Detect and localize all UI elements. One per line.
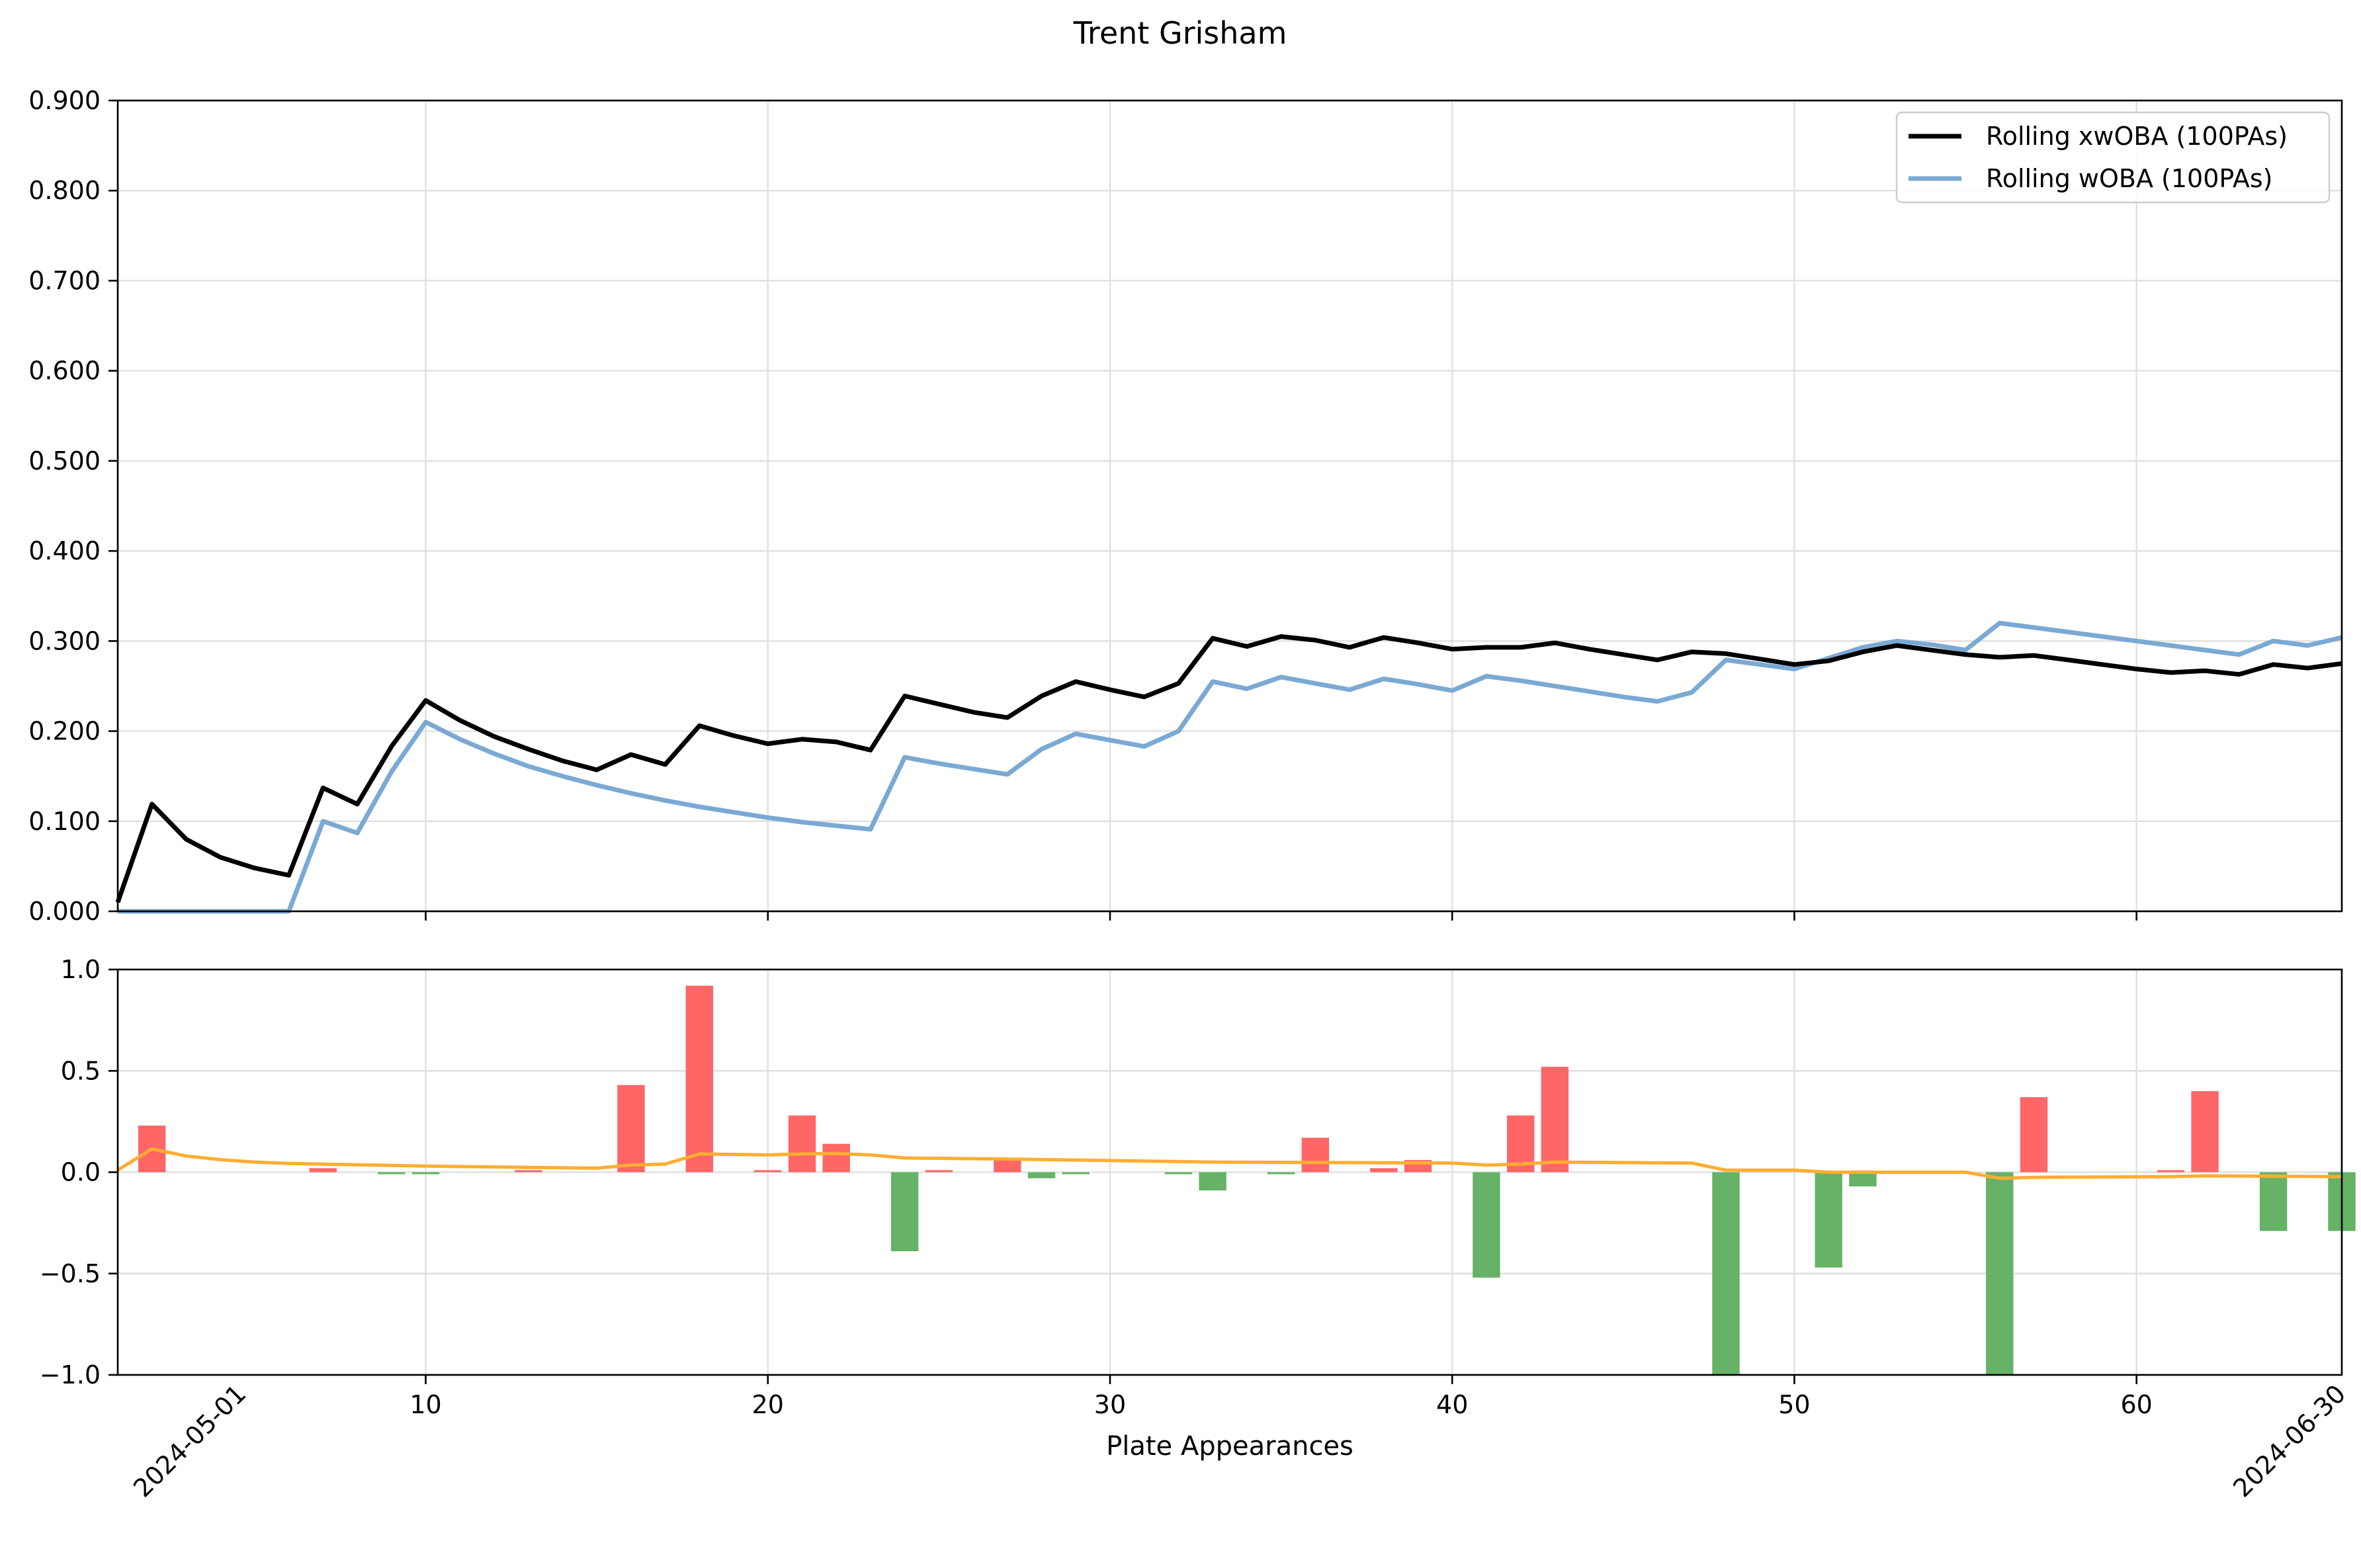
woba-line: [118, 620, 2342, 914]
negative-bar: [1815, 1172, 1842, 1268]
bottom-x-tick-label: 50: [1778, 1390, 1810, 1419]
negative-bar: [411, 1172, 440, 1175]
positive-bar: [2191, 1091, 2219, 1173]
positive-bar: [1541, 1067, 1569, 1173]
bottom-y-tick-label: −1.0: [40, 1360, 101, 1389]
date-label: 2024-05-01: [128, 1379, 251, 1503]
bottom-bars: [138, 985, 2356, 1375]
legend-box: [1895, 111, 2331, 204]
negative-bar: [890, 1172, 919, 1251]
negative-bar: [1267, 1172, 1295, 1175]
positive-bar: [2157, 1170, 2185, 1173]
top-series-lines: [115, 620, 2342, 914]
top-panel: 0.000 0.100 0.200 0.300 0.400 0.500 0.600 0.700…: [28, 86, 2343, 926]
negative-bar: [1199, 1172, 1226, 1191]
negative-bar: [1473, 1172, 1500, 1278]
negative-bar: [378, 1172, 406, 1175]
top-y-tick-label: 0.600: [28, 356, 101, 386]
top-x-tick-marks: [425, 911, 2137, 921]
top-y-tick-label: 0.400: [28, 536, 101, 565]
positive-bar: [788, 1115, 816, 1173]
negative-bar: [2259, 1172, 2288, 1231]
x-axis-label: Plate Appearances: [1106, 1431, 1353, 1462]
date-label: 2024-06-30: [2227, 1379, 2351, 1503]
top-plot-frame: [116, 99, 2343, 913]
top-y-tick-label: 0.200: [28, 717, 101, 746]
positive-bar: [822, 1143, 850, 1173]
bottom-y-axis: 1.0 0.5 0.0 −0.5 −1.0: [40, 955, 118, 1389]
top-y-tick-label: 0.700: [28, 266, 101, 295]
bottom-x-axis: 10 20 30 40 50 60: [409, 1375, 2153, 1419]
bottom-rolling-line: [116, 1147, 2342, 1180]
rolling-difference-line: [116, 1147, 2342, 1180]
bottom-x-tick-label: 10: [409, 1390, 441, 1419]
positive-bar: [515, 1170, 542, 1173]
top-grid: [118, 99, 2342, 913]
top-y-tick-label: 0.800: [28, 176, 101, 205]
chart-title: Trent Grisham: [1073, 15, 1287, 51]
bottom-x-tick-label: 20: [752, 1390, 784, 1419]
top-y-tick-label: 0.300: [28, 626, 101, 655]
bottom-y-tick-label: 0.0: [61, 1158, 101, 1187]
bottom-y-tick-label: −0.5: [40, 1259, 101, 1288]
positive-bar: [1301, 1137, 1329, 1173]
top-y-tick-label: 0.500: [28, 446, 101, 475]
positive-bar: [1370, 1168, 1398, 1173]
negative-bar: [1849, 1172, 1877, 1186]
top-y-tick-label: 0.900: [28, 86, 101, 115]
xwoba-line: [115, 634, 2342, 903]
bottom-x-tick-label: 60: [2120, 1390, 2152, 1419]
top-y-tick-label: 0.100: [28, 807, 101, 836]
top-y-tick-label: 0.000: [28, 897, 101, 926]
positive-bar: [925, 1170, 953, 1173]
bottom-x-tick-label: 40: [1436, 1390, 1468, 1419]
bottom-x-tick-label: 30: [1094, 1390, 1126, 1419]
negative-bar: [1986, 1172, 2014, 1375]
negative-bar: [1027, 1172, 1056, 1178]
legend-entry-label: Rolling xwOBA (100PAs): [1986, 122, 2288, 151]
bottom-y-tick-label: 1.0: [61, 955, 101, 984]
positive-bar: [754, 1170, 782, 1173]
positive-bar: [685, 985, 713, 1173]
negative-bar: [1164, 1172, 1193, 1175]
positive-bar: [2020, 1097, 2048, 1173]
positive-bar: [994, 1160, 1021, 1173]
bottom-panel: 1.0 0.5 0.0 −0.5 −1.0 10 20 30 40 50 60: [40, 955, 2356, 1419]
legend-entry-label: Rolling wOBA (100PAs): [1986, 164, 2273, 193]
negative-bar: [1062, 1172, 1090, 1175]
positive-bar: [309, 1168, 337, 1173]
bottom-plot-frame: [116, 968, 2343, 1376]
negative-bar: [1712, 1172, 1740, 1375]
legend: Rolling xwOBA (100PAs) Rolling wOBA (100P…: [1895, 111, 2331, 204]
bottom-y-tick-label: 0.5: [61, 1056, 101, 1085]
top-y-axis: 0.000 0.100 0.200 0.300 0.400 0.500 0.600 0.700…: [28, 86, 118, 926]
positive-bar: [617, 1085, 645, 1173]
